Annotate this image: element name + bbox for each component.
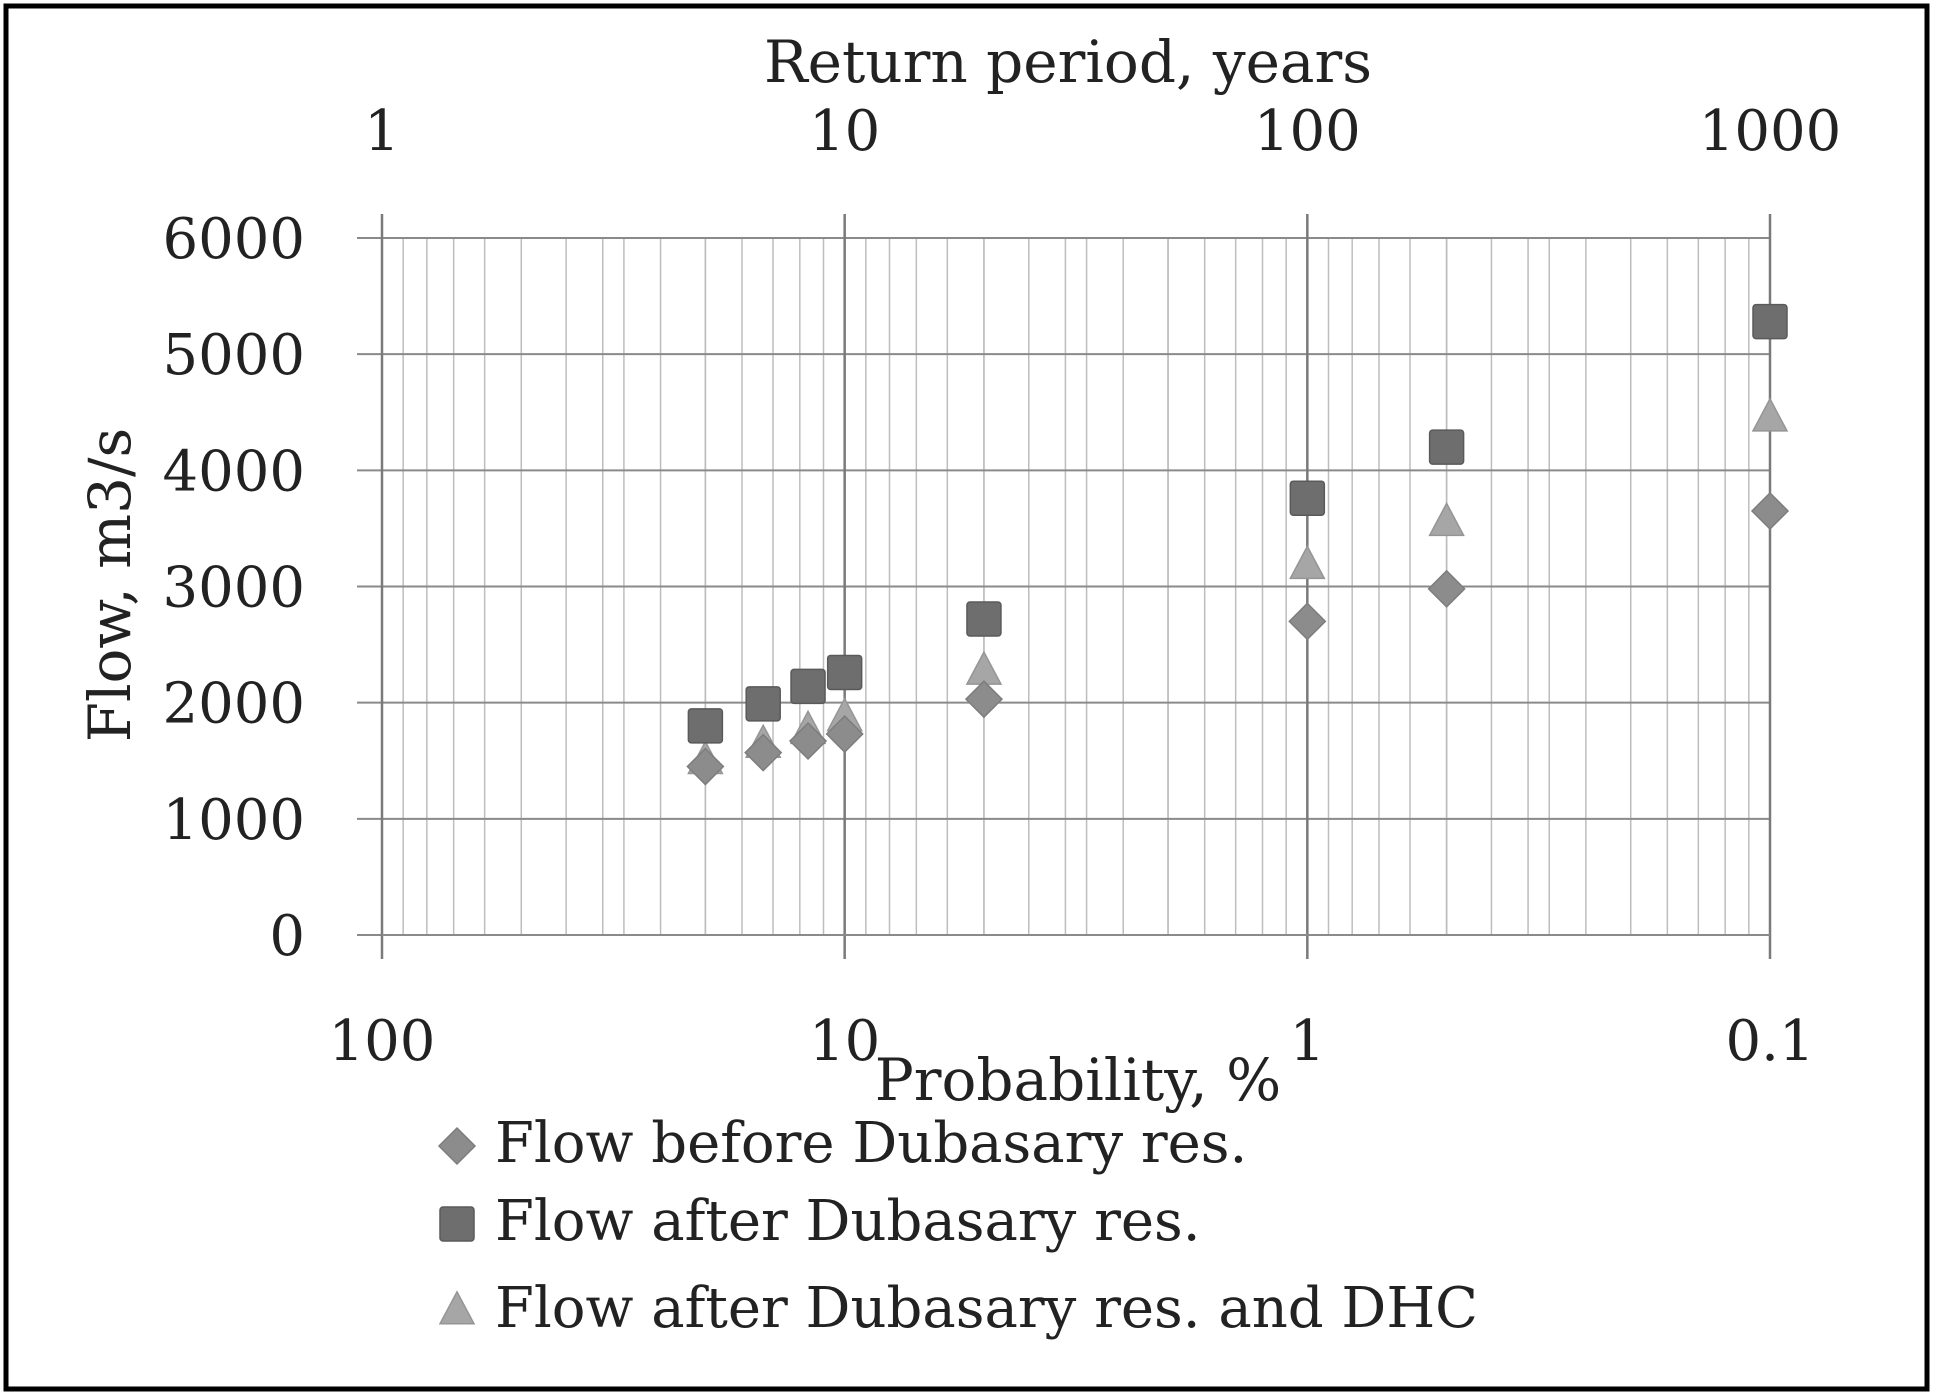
- data-point-diamond: [686, 747, 725, 786]
- x-tick-label: 0.1: [1725, 1009, 1814, 1074]
- data-point-diamond: [1288, 602, 1327, 641]
- x-tick-label: 100: [329, 1009, 436, 1074]
- data-point-square: [790, 668, 826, 705]
- top-tick-label: 1000: [1699, 99, 1842, 164]
- legend-label: Flow after Dubasary res.: [495, 1189, 1201, 1254]
- data-point-square: [1752, 303, 1788, 340]
- x-tick-label: 1: [1290, 1009, 1326, 1074]
- x-axis-title: Probability, %: [875, 1046, 1282, 1114]
- top-axis-tick-labels: 1 10 100 1000: [364, 99, 1841, 164]
- data-point-diamond: [788, 721, 828, 761]
- data-point-diamond: [1750, 491, 1790, 531]
- top-tick-label: 100: [1254, 99, 1361, 164]
- y-tick-label: 5000: [162, 323, 305, 388]
- y-tick-label: 0: [269, 904, 305, 969]
- data-point-square: [745, 686, 781, 722]
- legend-label: Flow before Dubasary res.: [495, 1111, 1247, 1176]
- top-tick-label: 10: [809, 99, 880, 164]
- data-point-diamond: [825, 714, 864, 754]
- data-point-square: [1428, 429, 1465, 465]
- y-tick-label: 6000: [162, 207, 305, 272]
- x-axis-tick-labels: 100 10 1 0.1: [329, 1009, 1815, 1074]
- legend-marker-diamond: [437, 1126, 477, 1166]
- y-axis-title: Flow, m3/s: [76, 428, 144, 743]
- data-point-square: [966, 601, 1002, 637]
- legend-marker-square: [439, 1206, 475, 1242]
- data-point-square: [826, 654, 863, 691]
- y-tick-label: 3000: [162, 556, 305, 621]
- plot-grid: [357, 214, 1772, 959]
- data-point-square: [687, 708, 724, 744]
- data-point-square: [1289, 480, 1326, 516]
- legend-marker-triangle: [438, 1290, 476, 1325]
- legend: Flow before Dubasary res. Flow after Duba…: [437, 1111, 1478, 1341]
- data-point-diamond: [964, 680, 1004, 719]
- data-point-triangle: [1751, 397, 1789, 432]
- top-axis-title: Return period, years: [764, 28, 1372, 96]
- legend-label: Flow after Dubasary res. and DHC: [495, 1276, 1478, 1341]
- y-tick-label: 2000: [162, 672, 305, 737]
- data-points: [686, 303, 1790, 786]
- data-point-triangle: [1289, 544, 1326, 580]
- figure-frame: [3, 3, 1930, 1392]
- x-tick-label: 10: [809, 1009, 880, 1074]
- data-point-triangle: [1428, 501, 1465, 537]
- y-tick-label: 4000: [162, 439, 305, 504]
- y-axis-tick-labels: 0 1000 2000 3000 4000 5000 6000: [162, 207, 305, 969]
- top-tick-label: 1: [364, 99, 400, 164]
- y-tick-label: 1000: [162, 788, 305, 853]
- data-point-diamond: [1427, 569, 1466, 608]
- data-point-diamond: [744, 733, 783, 772]
